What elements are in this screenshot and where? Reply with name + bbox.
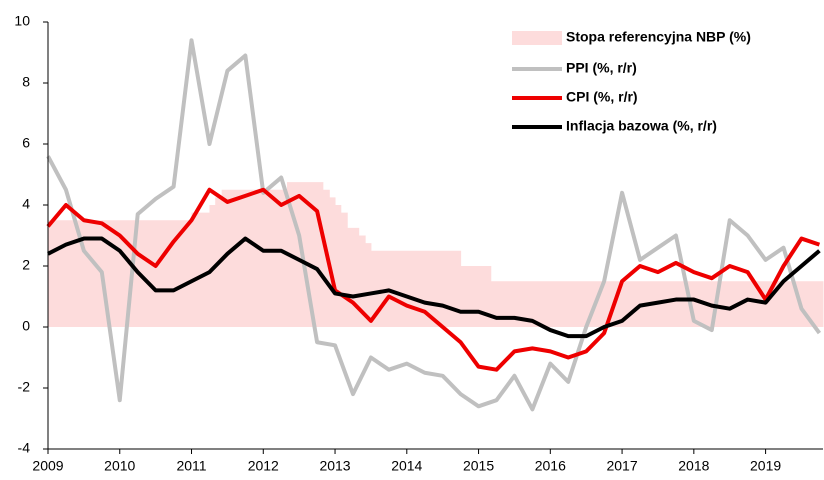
x-tick-label: 2014 [391,458,422,474]
x-tick-label: 2016 [535,458,566,474]
rate-step [209,205,216,327]
y-tick-label: 4 [22,196,30,212]
series-line [46,38,822,412]
rate-step [365,243,372,327]
series-line [47,236,821,339]
rate-step [347,227,360,327]
legend-label: Stopa referencyjna NBP (%) [566,29,751,45]
x-tick-label: 2017 [606,458,637,474]
legend-label: Inflacja bazowa (%, r/r) [566,118,717,134]
rate-step [335,205,342,327]
x-tick-label: 2018 [678,458,709,474]
y-tick-label: 10 [14,13,30,29]
x-tick-label: 2019 [750,458,781,474]
rate-step [221,189,288,327]
series-line [46,187,821,372]
legend-swatch [512,31,562,45]
rate-step [191,212,210,327]
rate-step [358,235,366,327]
y-tick-label: 2 [22,257,30,273]
x-tick-label: 2009 [32,458,63,474]
x-tick-label: 2015 [463,458,494,474]
y-tick-label: 6 [22,135,30,151]
y-tick-label: -4 [18,440,31,456]
x-tick-label: 2012 [248,458,279,474]
y-tick-label: 0 [22,318,30,334]
rate-step [460,266,492,327]
legend-label: CPI (%, r/r) [566,89,638,105]
x-tick-label: 2010 [104,458,135,474]
y-tick-label: 8 [22,74,30,90]
legend-label: PPI (%, r/r) [566,60,637,76]
x-tick-label: 2011 [176,458,206,474]
rate-step [329,197,336,327]
x-tick-label: 2013 [319,458,350,474]
y-tick-label: -2 [18,379,31,395]
rate-step [370,250,462,327]
rate-step [340,212,348,327]
